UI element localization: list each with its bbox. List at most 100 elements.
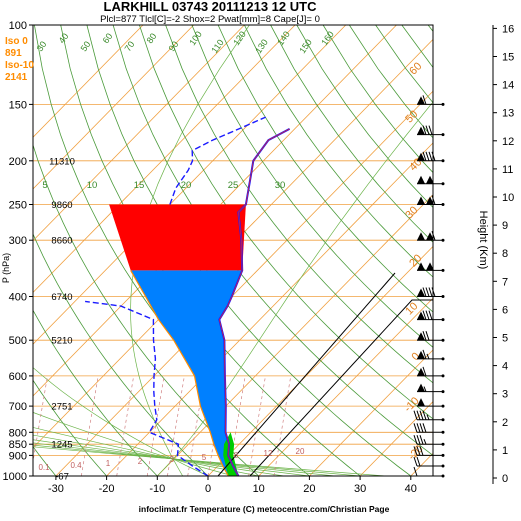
- isotherm-label: 10: [403, 300, 420, 317]
- plot-frame: [32, 24, 434, 477]
- height-tick-label: 12: [502, 136, 514, 148]
- dry-adiabat-label: 160: [319, 29, 336, 47]
- moist-adiabat-line: [33, 412, 235, 476]
- wind-barb: [413, 446, 445, 457]
- geopotential-label: 6740: [51, 292, 72, 303]
- wind-barb-dot: [441, 404, 445, 408]
- moist-adiabat-line: [33, 439, 313, 476]
- moist-adiabat-label: 25: [228, 180, 239, 191]
- wind-barb-feather: [416, 423, 421, 433]
- moist-adiabat-label: 10: [87, 180, 98, 191]
- dry-adiabat-line: [191, 25, 433, 348]
- wind-barb-feather: [428, 287, 433, 297]
- wind-barb-feather: [419, 410, 424, 420]
- pressure-tick-label: 600: [9, 371, 27, 383]
- mixing-ratio-line: [248, 375, 266, 476]
- cin-area: [130, 270, 243, 476]
- mixing-ratio-label: 0.4: [70, 461, 82, 470]
- temperature-tick-label: -10: [149, 483, 165, 495]
- wind-barb-dot: [441, 102, 445, 106]
- height-tick-label: 3: [502, 389, 508, 401]
- wind-barb-feather: [431, 151, 436, 161]
- geopotential-label: 2751: [51, 402, 72, 413]
- pressure-tick-label: 800: [9, 427, 27, 439]
- height-tick-label: 14: [502, 80, 514, 92]
- y2-axis-label: Height (Km): [477, 211, 489, 270]
- isotherm-line: [33, 25, 144, 138]
- wind-barb-half-feather: [426, 414, 430, 420]
- iso0-value: 891: [5, 48, 22, 59]
- isotherm-line: [207, 245, 433, 476]
- temperature-tick-label: 40: [405, 483, 417, 495]
- wind-barb-feather: [422, 287, 427, 297]
- temperature-tick-label: 20: [303, 483, 315, 495]
- wind-barb-flag: [417, 311, 425, 320]
- wind-barb-feather: [422, 331, 427, 341]
- wind-barb-feather: [419, 435, 424, 445]
- dry-adiabat-label: 80: [145, 31, 159, 45]
- dry-adiabat-line: [33, 446, 57, 476]
- geopotential-label: 1245: [51, 440, 72, 451]
- wind-barb: [413, 435, 445, 446]
- wind-barb: [417, 262, 445, 272]
- pressure-tick-label: 250: [9, 200, 27, 212]
- wind-barb-flag: [426, 262, 434, 271]
- axes: 1001502002503004005006007008008509001000…: [3, 20, 515, 495]
- dry-adiabat-label: 30: [35, 39, 49, 53]
- wind-barb: [417, 331, 445, 342]
- temperature-tick-label: 30: [354, 483, 366, 495]
- dry-adiabat-line: [348, 25, 433, 139]
- pressure-tick-label: 700: [9, 401, 27, 413]
- wind-barb: [417, 398, 445, 408]
- height-tick-label: 9: [502, 220, 508, 232]
- sounding-profiles: [85, 116, 433, 476]
- wind-barb-flag: [417, 152, 425, 161]
- info-box: Iso 0 891 Iso-10 2141: [5, 36, 34, 83]
- wind-barb-dot: [441, 390, 445, 394]
- isotherm-line: [106, 142, 433, 476]
- pressure-tick-label: 200: [9, 156, 27, 168]
- wind-barb-feather: [422, 366, 427, 377]
- parcel-path: [130, 270, 229, 476]
- wind-barb-feather: [422, 410, 427, 420]
- pressure-tick-label: 300: [9, 235, 27, 247]
- wind-barb-feather: [416, 435, 421, 445]
- wind-barb-dot: [441, 203, 445, 206]
- wind-barb: [413, 466, 445, 478]
- mixing-ratio-label: 5: [202, 453, 207, 462]
- wind-barb: [417, 366, 445, 378]
- wind-barb-feather: [425, 331, 430, 341]
- moist-adiabat-line: [33, 446, 391, 476]
- dry-adiabat-label: 100: [187, 29, 204, 47]
- wind-barb-dot: [441, 357, 445, 361]
- wind-barb-feather: [422, 151, 427, 161]
- wind-barb-dot: [441, 338, 445, 342]
- wind-barb: [417, 151, 445, 163]
- wind-barb: [417, 287, 445, 298]
- pressure-tick-label: 900: [9, 450, 27, 462]
- mixing-ratio-line: [273, 375, 292, 476]
- wind-barb-feather: [425, 287, 430, 297]
- height-tick-label: 1: [502, 445, 508, 457]
- dry-adiabat-line: [270, 25, 433, 243]
- isotherm-label: 30: [403, 204, 420, 221]
- wind-barb-feather: [428, 310, 433, 320]
- mixing-ratio-line: [33, 375, 48, 464]
- mixing-ratio-label: 3: [170, 455, 175, 464]
- thermo-grid: [33, 25, 433, 476]
- wind-barb-feather: [419, 423, 424, 433]
- wind-barb-dot: [441, 453, 445, 457]
- height-tick-label: 0: [502, 473, 508, 485]
- temperature-tick-label: -20: [99, 483, 115, 495]
- wind-barb-dot: [441, 318, 445, 322]
- dry-adiabat-label: 60: [101, 31, 115, 45]
- wind-barb-feather: [413, 410, 418, 420]
- wind-barb: [417, 125, 445, 137]
- iso10-value: 2141: [5, 72, 28, 83]
- mixing-ratio-label: 1: [106, 459, 111, 468]
- dry-adiabat-label: 50: [79, 39, 93, 53]
- height-tick-label: 4: [502, 361, 508, 373]
- wind-barb-feather: [422, 349, 427, 360]
- wind-barb-feather: [422, 125, 427, 135]
- wind-barb-flag: [417, 350, 425, 359]
